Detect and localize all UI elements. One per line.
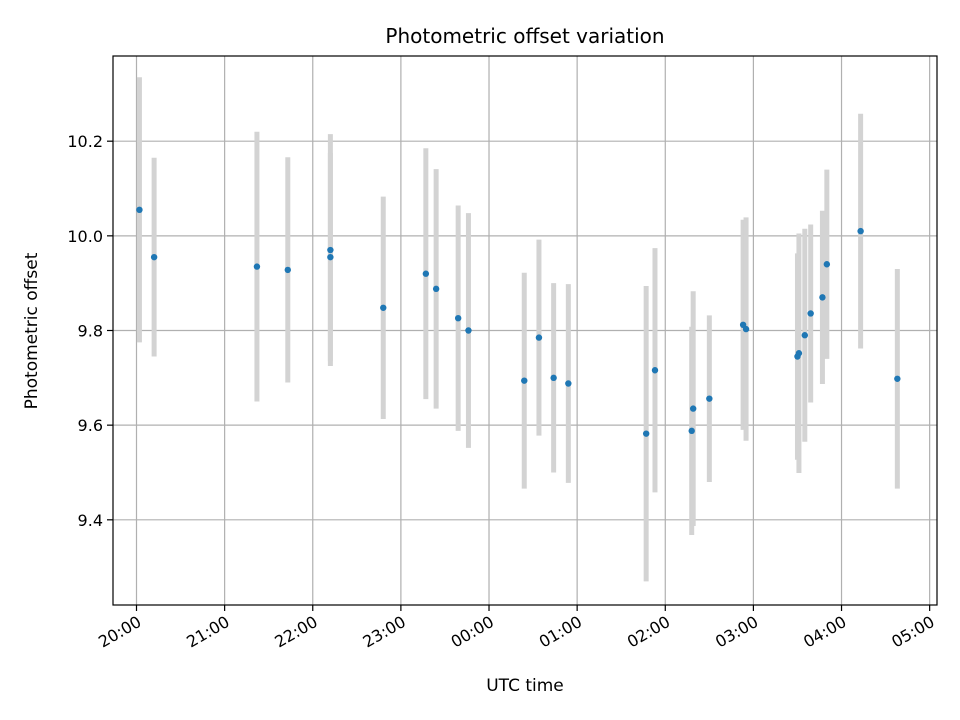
data-point xyxy=(535,334,543,341)
data-point xyxy=(327,253,334,261)
data-point xyxy=(521,377,528,384)
data-point xyxy=(857,227,864,235)
data-point xyxy=(253,263,261,270)
y-tick-label: 9.4 xyxy=(78,511,103,530)
data-point xyxy=(136,206,143,214)
data-point xyxy=(642,430,650,437)
y-axis-label: Photometric offset xyxy=(22,252,42,409)
y-axis: 9.4 9.6 9.8 10.0 10.2 xyxy=(67,132,113,530)
data-point xyxy=(795,350,803,357)
y-tick-label: 10.2 xyxy=(67,132,103,151)
data-point xyxy=(651,367,659,374)
data-point xyxy=(807,310,814,317)
chart-title: Photometric offset variation xyxy=(385,24,664,48)
data-point xyxy=(819,294,826,301)
data-point xyxy=(284,266,291,274)
data-point xyxy=(565,380,572,387)
data-points xyxy=(136,206,901,437)
data-point xyxy=(465,327,472,334)
data-point xyxy=(422,270,430,277)
data-point xyxy=(454,314,462,322)
data-point xyxy=(689,405,697,412)
data-point xyxy=(688,427,695,435)
data-point xyxy=(894,375,901,382)
y-tick-label: 10.0 xyxy=(67,227,103,246)
data-point xyxy=(327,246,334,254)
x-axis-label: UTC time xyxy=(486,676,564,696)
y-tick-label: 9.6 xyxy=(78,416,103,435)
data-point xyxy=(742,325,750,333)
data-point xyxy=(380,304,387,311)
data-point xyxy=(706,395,713,402)
y-tick-label: 9.8 xyxy=(78,322,103,341)
data-point xyxy=(150,253,158,261)
data-point xyxy=(432,285,440,293)
data-point xyxy=(801,332,809,339)
data-point xyxy=(550,374,557,382)
data-point xyxy=(823,261,831,268)
